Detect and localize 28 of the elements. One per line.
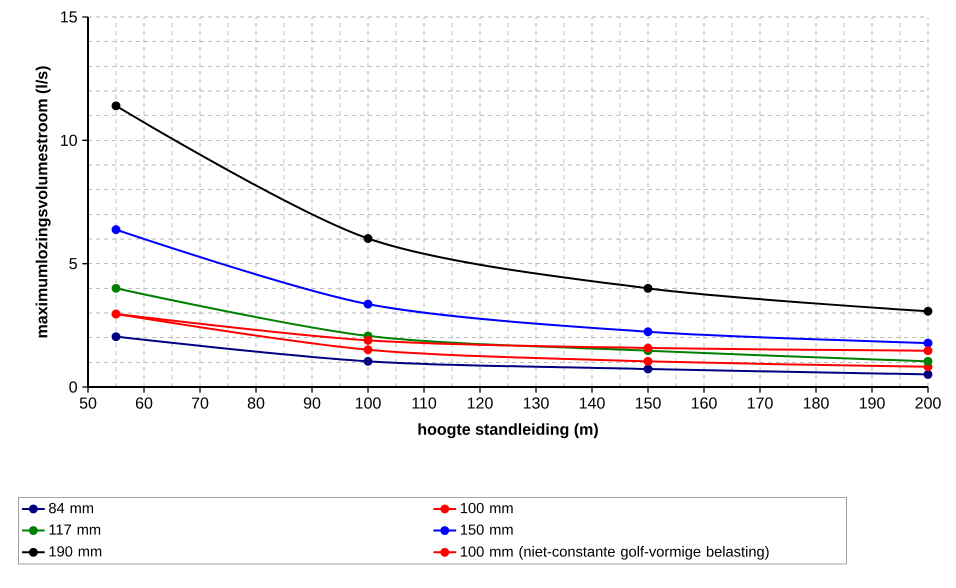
legend-label: 117 mm xyxy=(50,524,100,535)
x-tick-label: 200 xyxy=(915,397,941,409)
y-tick-label: 5 xyxy=(69,258,77,270)
x-tick-label: 90 xyxy=(304,397,320,409)
y-tick-label: 15 xyxy=(61,11,77,23)
x-tick-label: 190 xyxy=(860,397,885,409)
x-axis-title: hoogte standleiding (m) xyxy=(418,423,598,438)
x-tick-label: 110 xyxy=(412,397,436,409)
legend-label: 190 mm xyxy=(50,546,102,557)
x-tick-label: 180 xyxy=(804,397,829,409)
y-tick-label: 10 xyxy=(61,134,77,146)
x-tick-label: 140 xyxy=(580,397,605,409)
legend-label: 100 mm (niet-constante golf-vormige belasting) xyxy=(460,546,769,560)
legend-label: 100 mm xyxy=(460,502,513,514)
legend-label: 84 mm xyxy=(49,502,94,514)
x-tick-label: 100 xyxy=(356,397,381,409)
x-tick-label: 80 xyxy=(248,397,264,409)
legend-label: 150 mm xyxy=(460,524,513,535)
y-tick-label: 0 xyxy=(69,381,77,393)
x-tick-label: 160 xyxy=(692,397,717,409)
x-tick-label: 130 xyxy=(524,397,549,409)
x-tick-label: 70 xyxy=(192,397,208,409)
x-tick-label: 150 xyxy=(636,397,661,409)
x-tick-label: 50 xyxy=(80,397,96,409)
x-tick-label: 120 xyxy=(468,397,493,409)
y-axis-title: maximumlozingsvolumestroom (l/s) xyxy=(36,66,51,338)
x-tick-label: 60 xyxy=(136,397,152,409)
x-tick-label: 170 xyxy=(748,397,773,409)
